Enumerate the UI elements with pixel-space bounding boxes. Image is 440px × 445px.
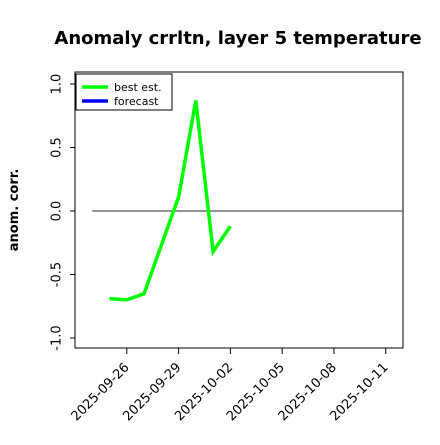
y-tick-label: -1.0: [50, 325, 65, 350]
legend-box: [75, 73, 173, 111]
legend-entry-label: forecast: [114, 95, 159, 108]
y-axis-label: anom. corr.: [7, 169, 22, 252]
legend: best est.forecast: [75, 73, 173, 111]
chart-title: Anomaly crrltn, layer 5 temperature: [54, 28, 421, 49]
y-tick-label: 0.0: [50, 201, 65, 222]
y-tick-label: 1.0: [50, 74, 65, 95]
plot-area: [74, 71, 404, 349]
legend-entry-label: best est.: [114, 81, 162, 94]
series-line-best-est: [109, 100, 232, 302]
y-tick-label: 0.5: [50, 137, 65, 158]
y-tick-label: -0.5: [50, 262, 65, 287]
